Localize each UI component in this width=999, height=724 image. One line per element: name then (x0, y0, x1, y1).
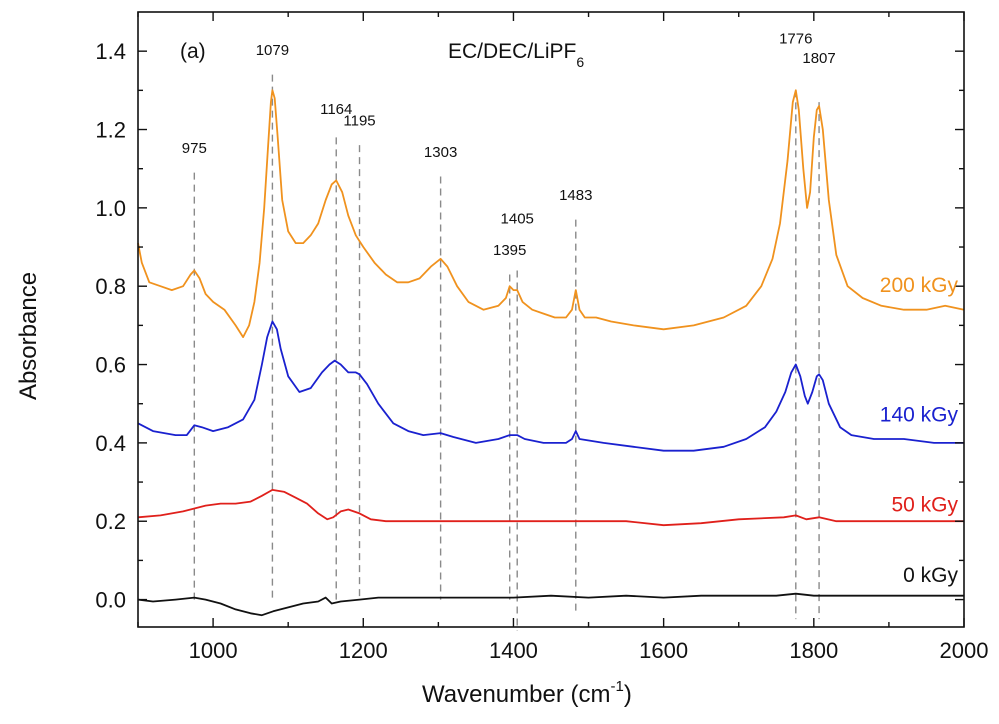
series-label-0-kgy: 0 kGy (903, 564, 958, 587)
x-tick-label: 1800 (789, 638, 838, 663)
peak-label-1303: 1303 (424, 144, 457, 161)
x-tick-label: 1200 (339, 638, 388, 663)
peak-label-1164: 1164 (320, 101, 352, 118)
series-line-0-kgy (137, 592, 964, 617)
plot-frame (137, 11, 965, 628)
x-axis-title: Wavenumber (cm-1) (422, 678, 632, 708)
peak-label-1807: 1807 (802, 50, 835, 67)
x-axis-title-main: Wavenumber (cm (422, 681, 610, 708)
x-tick-label: 2000 (940, 638, 989, 663)
peak-label-1195: 1195 (343, 113, 375, 130)
series-label-200-kgy: 200 kGy (880, 274, 959, 297)
y-tick-label: 1.0 (95, 196, 126, 221)
y-tick-label: 0.8 (95, 274, 126, 299)
peak-label-1079: 1079 (256, 42, 289, 59)
y-tick-label: 1.2 (95, 118, 126, 143)
peak-label-1483: 1483 (559, 187, 592, 204)
x-axis-title-superscript: -1 (610, 678, 623, 695)
series-line-50-kgy (137, 488, 964, 527)
y-tick-label: 0.2 (95, 509, 126, 534)
x-tick-label: 1400 (489, 638, 538, 663)
y-tick-label: 0.6 (95, 353, 126, 378)
peak-label-1405: 1405 (501, 211, 534, 228)
series-line-200-kgy (137, 89, 965, 339)
panel-label: (a) (180, 40, 206, 63)
series-label-140-kgy: 140 kGy (880, 403, 959, 426)
peak-label-975: 975 (182, 140, 207, 157)
x-axis-title-close: ) (624, 681, 632, 708)
x-tick-label: 1600 (639, 638, 688, 663)
series-line-140-kgy (137, 320, 964, 452)
chart-title-subscript: 6 (576, 54, 584, 70)
x-tick-label: 1000 (189, 638, 238, 663)
y-tick-label: 0.0 (95, 588, 126, 613)
chart-title: EC/DEC/LiPF6 (448, 40, 584, 70)
chart-labels: 200 kGy 140 kGy 50 kGy 0 kGy (880, 274, 959, 587)
peak-label-1776: 1776 (779, 30, 812, 47)
chart-title-main: EC/DEC/LiPF (448, 40, 576, 63)
y-tick-label: 1.4 (95, 39, 126, 64)
y-axis-title: Absorbance (15, 272, 42, 400)
axis-ticks: 1000 1200 1400 1600 1800 2000 0.0 0.2 0.4 0.6 0.8 1… (95, 12, 988, 663)
series-layer (137, 89, 965, 617)
peak-label-1395: 1395 (493, 242, 526, 259)
series-label-50-kgy: 50 kGy (891, 493, 958, 516)
y-tick-label: 0.4 (95, 431, 126, 456)
